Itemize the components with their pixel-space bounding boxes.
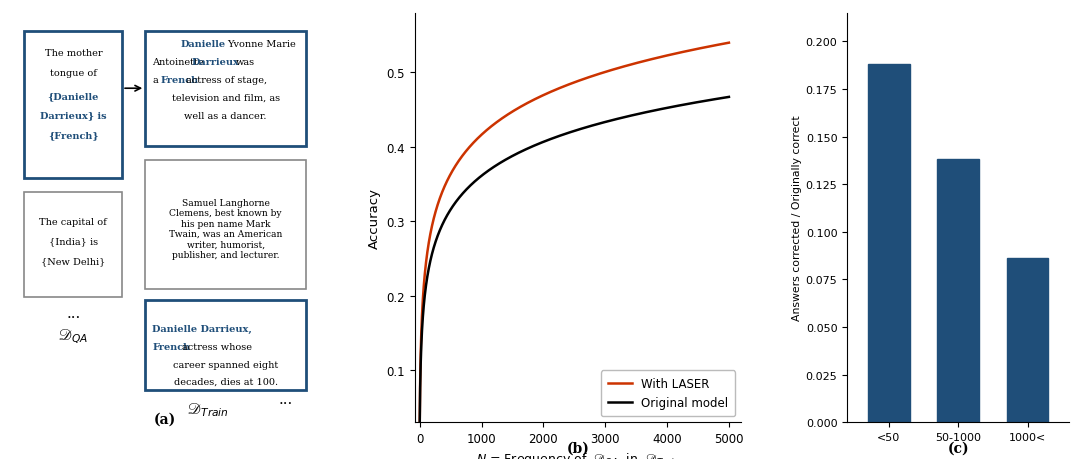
FancyBboxPatch shape [25,193,122,297]
Text: ...: ... [66,306,80,320]
Text: {French}: {French} [48,131,98,140]
Text: {India} is: {India} is [49,237,98,246]
FancyBboxPatch shape [25,32,122,179]
Original model [683,101,696,107]
Bar [1007,259,1049,422]
Text: Darrieux} is: Darrieux} is [40,112,107,120]
With LASER [683,49,696,54]
With LASER [545,90,558,95]
Text: The capital of: The capital of [40,217,107,226]
Text: Danielle: Danielle [180,40,226,49]
Text: well as a dancer.: well as a dancer. [185,112,267,120]
Text: The mother: The mother [44,49,103,58]
Original model [448,201,461,207]
Text: (a): (a) [154,412,176,425]
Text: tongue of: tongue of [50,68,97,78]
FancyBboxPatch shape [145,32,306,146]
FancyBboxPatch shape [145,161,306,290]
Text: Yvonne Marie: Yvonne Marie [227,40,296,49]
Text: (b): (b) [567,441,590,454]
Text: (c): (c) [947,441,969,454]
Text: a: a [152,76,158,84]
With LASER [716,42,729,47]
Original model [531,142,544,147]
Text: Darrieux: Darrieux [192,58,240,67]
Original model [723,95,735,101]
Legend: With LASER, Original model: With LASER, Original model [602,370,735,416]
With LASER [531,95,544,101]
With LASER [723,41,735,46]
Original model [716,96,729,101]
Bar [937,160,978,422]
With LASER [414,420,427,425]
Text: actress whose: actress whose [181,342,252,352]
With LASER [467,141,480,146]
Text: $\mathscr{D}_{Train}$: $\mathscr{D}_{Train}$ [188,401,229,419]
Text: actress of stage,: actress of stage, [186,76,267,84]
Line: Original model: Original model [420,98,729,422]
FancyBboxPatch shape [145,301,306,390]
Y-axis label: Answers corrected / Originally correct: Answers corrected / Originally correct [792,115,801,321]
Text: Samuel Langhorne
Clemens, best known by
his pen name Mark
Twain, was an American: Samuel Langhorne Clemens, best known by … [168,198,282,259]
Text: career spanned eight: career spanned eight [173,360,279,369]
Text: was: was [235,58,255,67]
Line: With LASER: With LASER [420,44,729,422]
Original model [545,137,558,142]
Bar [868,65,909,422]
Text: French: French [152,342,190,352]
Original model [414,420,427,425]
X-axis label: $N$ = Frequency of  $\mathscr{D}_{QA}$  in  $\mathscr{D}_{Train}$: $N$ = Frequency of $\mathscr{D}_{QA}$ in… [476,450,680,459]
Text: French: French [161,76,199,84]
Text: Danielle Darrieux,: Danielle Darrieux, [152,325,253,334]
Text: decades, dies at 100.: decades, dies at 100. [174,376,278,386]
Original model [467,180,480,186]
Text: {Danielle: {Danielle [48,92,99,101]
Text: {New Delhi}: {New Delhi} [41,257,106,265]
Y-axis label: Accuracy: Accuracy [368,188,381,248]
Text: Antoinette: Antoinette [152,58,204,67]
Text: $\mathscr{D}_{QA}$: $\mathscr{D}_{QA}$ [58,327,89,346]
Text: ...: ... [279,392,293,406]
With LASER [448,164,461,170]
Text: television and film, as: television and film, as [172,94,280,102]
